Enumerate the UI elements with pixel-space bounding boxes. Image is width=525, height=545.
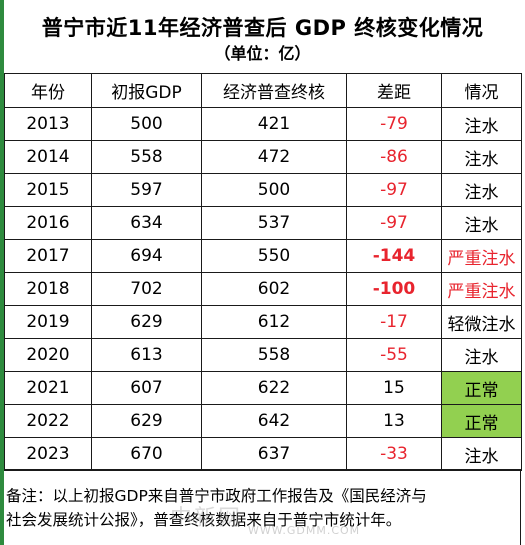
cell-initial-gdp[interactable]: 558 (91, 140, 202, 174)
cell-status[interactable]: 正常 (441, 371, 522, 405)
cell-status[interactable]: 正常 (441, 404, 522, 438)
header-year[interactable]: 年份 (4, 73, 92, 108)
table-row: 2023 670 637 -33 注水 (4, 437, 522, 471)
cell-year[interactable]: 2016 (4, 206, 92, 240)
cell-status[interactable]: 严重注水 (441, 239, 522, 273)
cell-final-census[interactable]: 642 (201, 404, 347, 438)
cell-year[interactable]: 2017 (4, 239, 92, 273)
cell-status[interactable]: 严重注水 (441, 272, 522, 306)
cell-difference[interactable]: -33 (346, 437, 442, 471)
cell-status[interactable]: 注水 (441, 206, 522, 240)
cell-year[interactable]: 2019 (4, 305, 92, 339)
left-accent-bar (0, 0, 4, 545)
cell-difference[interactable]: -17 (346, 305, 442, 339)
cell-final-census[interactable]: 550 (201, 239, 347, 273)
cell-difference[interactable]: -97 (346, 206, 442, 240)
gdp-table: 年份 初报GDP 经济普查终核 差距 情况 2013 500 421 -79 注水 201… (4, 73, 522, 471)
table-subtitle: （单位：亿） (214, 44, 311, 63)
cell-status[interactable]: 注水 (441, 437, 522, 471)
table-row: 2021 607 622 15 正常 (4, 371, 522, 405)
cell-final-census[interactable]: 537 (201, 206, 347, 240)
cell-initial-gdp[interactable]: 629 (91, 404, 202, 438)
cell-final-census[interactable]: 500 (201, 173, 347, 207)
table-row: 2014 558 472 -86 注水 (4, 140, 522, 174)
cell-initial-gdp[interactable]: 613 (91, 338, 202, 372)
cell-final-census[interactable]: 612 (201, 305, 347, 339)
table-row: 2013 500 421 -79 注水 (4, 107, 522, 141)
cell-initial-gdp[interactable]: 500 (91, 107, 202, 141)
table-row: 2022 629 642 13 正常 (4, 404, 522, 438)
cell-initial-gdp[interactable]: 670 (91, 437, 202, 471)
table-row: 2017 694 550 -144 严重注水 (4, 239, 522, 273)
footnote-line-2: 社会发展统计公报》，普查终核数据来自于普宁市统计年。 (6, 511, 402, 529)
cell-status[interactable]: 注水 (441, 140, 522, 174)
cell-status[interactable]: 注水 (441, 173, 522, 207)
cell-difference[interactable]: -144 (346, 239, 442, 273)
cell-initial-gdp[interactable]: 607 (91, 371, 202, 405)
cell-year[interactable]: 2013 (4, 107, 92, 141)
cell-final-census[interactable]: 637 (201, 437, 347, 471)
cell-initial-gdp[interactable]: 702 (91, 272, 202, 306)
cell-difference[interactable]: -55 (346, 338, 442, 372)
table-row: 2019 629 612 -17 轻微注水 (4, 305, 522, 339)
cell-initial-gdp[interactable]: 597 (91, 173, 202, 207)
cell-year[interactable]: 2023 (4, 437, 92, 471)
cell-status[interactable]: 注水 (441, 338, 522, 372)
cell-difference[interactable]: -86 (346, 140, 442, 174)
cell-difference[interactable]: -100 (346, 272, 442, 306)
cell-initial-gdp[interactable]: 629 (91, 305, 202, 339)
cell-status[interactable]: 注水 (441, 107, 522, 141)
cell-status[interactable]: 轻微注水 (441, 305, 522, 339)
cell-year[interactable]: 2018 (4, 272, 92, 306)
watermark-url: WWW.GDMM.COM (248, 524, 361, 537)
footnote: 备注：以上初报GDP来自普宁市政府工作报告及《国民经济与 社会发展统计公报》，普… (4, 469, 521, 545)
cell-difference[interactable]: -79 (346, 107, 442, 141)
table-row: 2018 702 602 -100 严重注水 (4, 272, 522, 306)
table-row: 2016 634 537 -97 注水 (4, 206, 522, 240)
cell-final-census[interactable]: 602 (201, 272, 347, 306)
cell-final-census[interactable]: 558 (201, 338, 347, 372)
header-difference[interactable]: 差距 (346, 73, 442, 108)
header-row: 年份 初报GDP 经济普查终核 差距 情况 (4, 73, 522, 108)
cell-initial-gdp[interactable]: 694 (91, 239, 202, 273)
cell-initial-gdp[interactable]: 634 (91, 206, 202, 240)
cell-year[interactable]: 2021 (4, 371, 92, 405)
watermark-logo: 中新网 (170, 506, 243, 531)
cell-year[interactable]: 2015 (4, 173, 92, 207)
cell-difference[interactable]: 15 (346, 371, 442, 405)
cell-year[interactable]: 2022 (4, 404, 92, 438)
cell-difference[interactable]: -97 (346, 173, 442, 207)
cell-difference[interactable]: 13 (346, 404, 442, 438)
cell-final-census[interactable]: 421 (201, 107, 347, 141)
header-initial-gdp[interactable]: 初报GDP (91, 73, 202, 108)
cell-final-census[interactable]: 472 (201, 140, 347, 174)
table-title: 普宁市近11年经济普查后 GDP 终核变化情况 (41, 16, 484, 40)
header-status[interactable]: 情况 (441, 73, 522, 108)
header-final-census[interactable]: 经济普查终核 (201, 73, 347, 108)
cell-year[interactable]: 2020 (4, 338, 92, 372)
table-row: 2015 597 500 -97 注水 (4, 173, 522, 207)
cell-year[interactable]: 2014 (4, 140, 92, 174)
title-block: 普宁市近11年经济普查后 GDP 终核变化情况 （单位：亿） (4, 0, 521, 73)
table-row: 2020 613 558 -55 注水 (4, 338, 522, 372)
footnote-line-1: 备注：以上初报GDP来自普宁市政府工作报告及《国民经济与 (6, 487, 427, 505)
cell-final-census[interactable]: 622 (201, 371, 347, 405)
